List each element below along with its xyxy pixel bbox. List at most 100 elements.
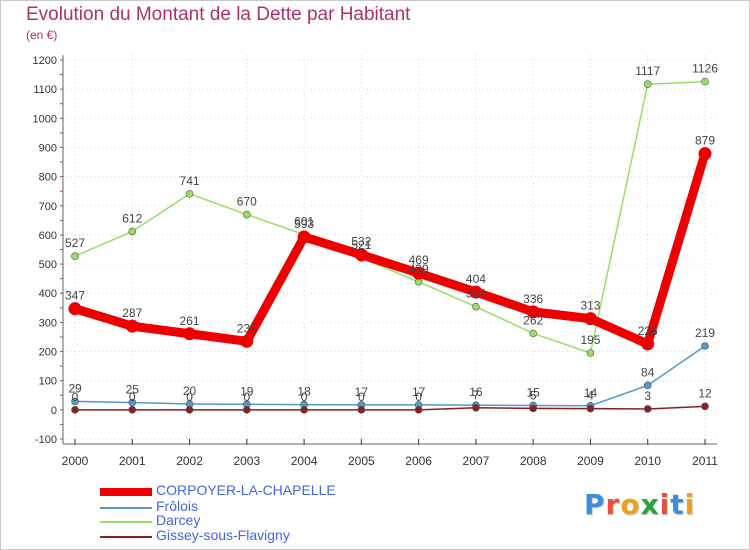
legend-label-corpoyer: CORPOYER-LA-CHAPELLE bbox=[156, 482, 336, 498]
data-label-gissey: 3 bbox=[644, 389, 651, 403]
y-tick-label: -100 bbox=[35, 434, 57, 446]
data-point-corpoyer bbox=[412, 266, 426, 280]
x-tick-label: 2007 bbox=[463, 454, 490, 468]
data-label-corpoyer: 532 bbox=[351, 235, 371, 249]
data-label-frolois: 25 bbox=[126, 383, 140, 397]
data-label-corpoyer: 879 bbox=[695, 134, 715, 148]
logo-letter: i bbox=[659, 488, 671, 521]
data-point-corpoyer bbox=[526, 305, 540, 319]
data-label-darcey: 1126 bbox=[692, 62, 718, 76]
data-point-darcey bbox=[128, 227, 137, 236]
data-point-darcey bbox=[472, 302, 480, 311]
series-line-gissey bbox=[74, 405, 706, 411]
data-point-gissey bbox=[300, 406, 308, 414]
logo-letter: r bbox=[605, 488, 621, 521]
y-tick-label: 1200 bbox=[33, 55, 57, 67]
data-label-frolois: 14 bbox=[584, 386, 598, 400]
logo-letter: o bbox=[620, 488, 641, 521]
legend-label-gissey: Gissey-sous-Flavigny bbox=[156, 527, 290, 543]
data-point-gissey bbox=[357, 406, 366, 414]
y-tick-label: 500 bbox=[39, 259, 57, 271]
series-lines bbox=[70, 80, 710, 411]
data-label-corpoyer: 593 bbox=[294, 217, 314, 231]
data-label-frolois: 19 bbox=[240, 384, 254, 398]
logo-letter: t bbox=[670, 488, 685, 521]
data-label-darcey: 354 bbox=[466, 287, 486, 301]
y-tick-label: 900 bbox=[39, 142, 57, 154]
data-label-frolois: 17 bbox=[412, 385, 426, 399]
data-label-corpoyer: 469 bbox=[409, 253, 429, 267]
data-point-frolois bbox=[701, 342, 709, 350]
y-tick-label: 1100 bbox=[33, 84, 57, 96]
data-label-frolois: 20 bbox=[183, 384, 197, 398]
x-tick-label: 2008 bbox=[520, 454, 547, 468]
data-label-darcey: 601 bbox=[294, 215, 314, 229]
data-label-darcey: 1117 bbox=[635, 64, 660, 78]
data-label-frolois: 18 bbox=[297, 385, 311, 399]
series-line-darcey bbox=[74, 80, 706, 354]
y-tick-label: 100 bbox=[39, 376, 57, 388]
data-point-frolois bbox=[71, 397, 79, 406]
chart-subtitle: (en €) bbox=[26, 28, 58, 42]
data-label-darcey: 439 bbox=[409, 262, 429, 276]
legend-swatch-darcey bbox=[100, 521, 152, 523]
data-point-corpoyer bbox=[583, 312, 597, 326]
legend-label-darcey: Darcey bbox=[156, 512, 201, 528]
y-tick-label: 200 bbox=[39, 347, 57, 359]
chart-title: Evolution du Montant de la Dette par Hab… bbox=[26, 4, 411, 25]
data-label-corpoyer: 404 bbox=[466, 272, 486, 286]
data-label-darcey: 521 bbox=[351, 238, 371, 252]
data-point-corpoyer bbox=[469, 285, 483, 299]
data-point-darcey bbox=[586, 349, 595, 357]
data-label-gissey: 0 bbox=[129, 390, 136, 404]
axes: -100010020030040050060070080090010001100… bbox=[33, 55, 718, 468]
y-tick-label: 600 bbox=[39, 230, 57, 242]
data-label-gissey: 0 bbox=[186, 390, 193, 404]
y-tick-label: 1000 bbox=[33, 113, 57, 125]
data-label-darcey: 612 bbox=[122, 211, 142, 225]
series-line-corpoyer bbox=[70, 149, 710, 349]
data-point-corpoyer bbox=[240, 334, 254, 348]
data-point-corpoyer bbox=[354, 248, 368, 262]
data-point-gissey bbox=[529, 404, 537, 413]
x-tick-label: 2002 bbox=[176, 454, 203, 468]
x-tick-label: 2011 bbox=[692, 454, 718, 468]
data-label-corpoyer: 287 bbox=[122, 306, 142, 320]
data-label-frolois: 17 bbox=[355, 385, 369, 399]
x-tick-label: 2003 bbox=[233, 454, 260, 468]
series-points bbox=[68, 77, 712, 414]
data-point-gissey bbox=[128, 406, 137, 414]
proxiti-logo: Proxiti bbox=[584, 488, 695, 521]
data-labels: 29 25 20 19 18 17 17 16 15 14 84 219 527 612 741 670 601… bbox=[65, 62, 718, 404]
data-label-gissey: 0 bbox=[358, 390, 365, 404]
data-point-gissey bbox=[243, 406, 251, 414]
data-label-gissey: 4 bbox=[587, 389, 594, 403]
legend-swatch-corpoyer bbox=[100, 488, 152, 496]
x-tick-label: 2010 bbox=[634, 454, 661, 468]
x-tick-label: 2009 bbox=[577, 454, 604, 468]
x-tick-label: 2000 bbox=[62, 454, 89, 468]
data-point-gissey bbox=[586, 404, 595, 413]
logo-letter: P bbox=[584, 488, 606, 521]
data-label-darcey: 195 bbox=[580, 333, 600, 347]
data-point-corpoyer bbox=[641, 337, 655, 351]
data-label-gissey: 7 bbox=[473, 388, 480, 402]
data-point-gissey bbox=[71, 406, 79, 414]
x-tick-label: 2001 bbox=[119, 454, 146, 468]
data-point-corpoyer bbox=[68, 302, 82, 316]
data-point-corpoyer bbox=[183, 327, 197, 341]
data-point-corpoyer bbox=[297, 230, 311, 244]
data-label-gissey: 0 bbox=[72, 390, 79, 404]
data-label-corpoyer: 226 bbox=[638, 324, 658, 338]
data-point-darcey bbox=[529, 329, 537, 338]
x-tick-label: 2004 bbox=[291, 454, 318, 468]
data-point-corpoyer bbox=[125, 319, 139, 333]
data-label-darcey: 741 bbox=[180, 174, 200, 188]
y-tick-label: 0 bbox=[51, 405, 57, 417]
data-point-gissey bbox=[472, 404, 480, 412]
logo-letter: i bbox=[684, 488, 696, 521]
data-point-darcey bbox=[643, 80, 652, 88]
data-label-frolois: 84 bbox=[641, 365, 655, 379]
